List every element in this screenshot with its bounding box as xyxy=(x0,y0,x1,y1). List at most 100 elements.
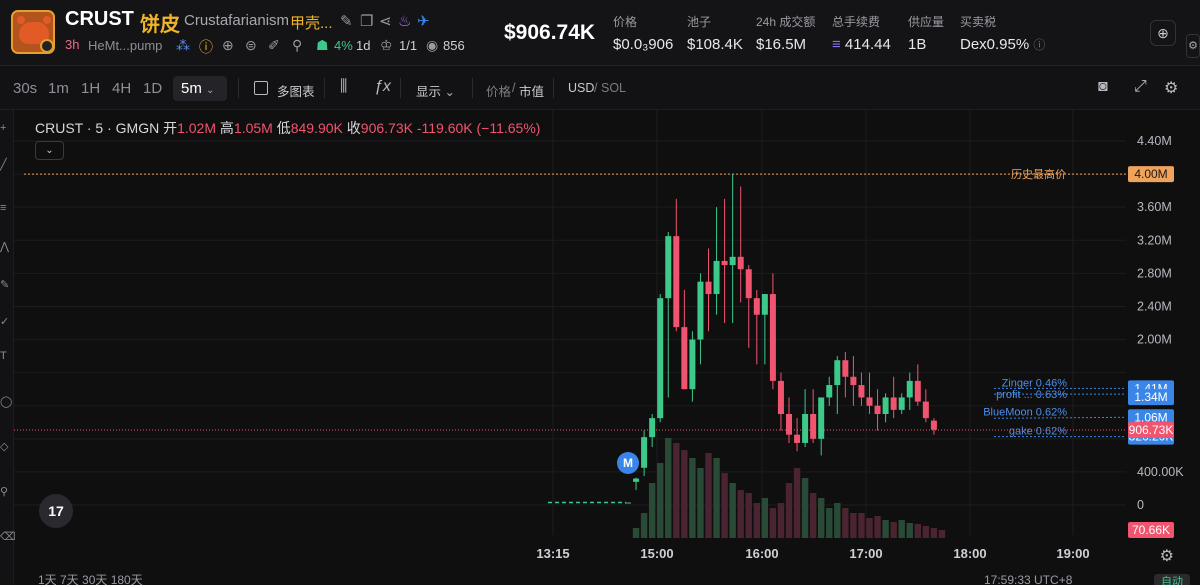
volume-bar xyxy=(834,503,841,538)
mcap-toggle[interactable]: 市值 xyxy=(519,85,545,99)
camera-icon[interactable]: ◙ xyxy=(1098,78,1108,95)
search-icon[interactable]: ⚲ xyxy=(292,37,303,53)
stat-label: 总手续费 xyxy=(832,15,881,29)
token-symbol: CRUST xyxy=(65,8,134,30)
fullscreen-icon[interactable]: ⤢ xyxy=(1134,78,1147,95)
candle-body xyxy=(633,478,640,482)
chevron-down-icon: ⌄ xyxy=(206,85,215,96)
chevron-down-icon: ⌄ xyxy=(444,85,455,99)
settings-button[interactable]: ⚙ xyxy=(1186,34,1200,58)
fib-icon[interactable]: ≡ xyxy=(0,202,7,214)
chart-settings-icon[interactable]: ⚙ xyxy=(1159,548,1174,565)
edit-icon[interactable]: ✎ xyxy=(340,13,353,30)
candle-body xyxy=(818,397,825,439)
indicators-icon[interactable]: ƒx xyxy=(374,78,391,95)
solana-icon: ≡ xyxy=(832,36,845,53)
twitter-icon[interactable]: ⊜ xyxy=(245,37,257,53)
volume-bar xyxy=(777,503,785,538)
flame-icon[interactable]: ♨ xyxy=(398,13,412,30)
stat-value: $16.5M xyxy=(756,36,807,53)
candle-type-icon[interactable]: ⫼ xyxy=(340,78,348,95)
candle-body xyxy=(802,414,809,443)
volume-bar xyxy=(898,520,905,538)
timeframe-4h[interactable]: 4H xyxy=(112,80,132,97)
telegram-icon[interactable]: ✈ xyxy=(417,13,430,30)
volume-bar xyxy=(922,526,930,538)
warning-icon[interactable]: ⓘ xyxy=(199,39,213,55)
currency-sol[interactable]: SOL xyxy=(601,81,627,95)
trendline-icon[interactable]: ╱ xyxy=(0,159,7,171)
timeframe-30s[interactable]: 30s xyxy=(13,80,38,97)
volume-bar xyxy=(769,508,777,538)
token-avatar[interactable] xyxy=(11,10,55,54)
price-toggle[interactable]: 价格 xyxy=(486,85,512,99)
candle-body xyxy=(850,376,857,386)
copy-icon[interactable]: ❐ xyxy=(360,13,374,30)
volume-bar xyxy=(705,453,712,538)
contract-address[interactable]: HeMt...pump xyxy=(88,38,163,53)
tradingview-logo[interactable]: 17 xyxy=(39,494,73,528)
candle-body xyxy=(697,281,704,340)
help-icon[interactable]: ⓘ xyxy=(1033,38,1046,52)
group-icon[interactable]: ⁂ xyxy=(176,37,190,53)
level-value: 1.34M xyxy=(1134,390,1167,404)
gear-icon[interactable]: ⚙ xyxy=(1164,80,1179,97)
volume-bar xyxy=(713,458,720,538)
legend-collapse-button[interactable]: ⌄ xyxy=(35,141,64,160)
crown-icon: ♔ xyxy=(380,37,393,53)
measure-icon[interactable]: ✓ xyxy=(0,316,10,328)
candle-body xyxy=(882,397,889,414)
stat-label: 池子 xyxy=(687,15,712,29)
timeframe-1d[interactable]: 1D xyxy=(143,80,163,97)
volume-bar xyxy=(818,498,825,538)
y-tick-label: 400.00K xyxy=(1137,465,1184,479)
volume-bar xyxy=(648,483,656,538)
auto-scale-button xyxy=(1154,574,1190,585)
volume-bar xyxy=(938,530,946,538)
zoom-icon[interactable]: ⚲ xyxy=(0,486,9,498)
volume-bar xyxy=(826,508,833,538)
display-dropdown[interactable]: 显示 ⌄ xyxy=(416,81,455,100)
timeframe-1h[interactable]: 1H xyxy=(81,80,101,97)
candle-body xyxy=(761,294,768,315)
timeframe-1m[interactable]: 1m xyxy=(48,80,69,97)
level-label: gake 0.62% xyxy=(1009,426,1067,438)
slash-divider: / xyxy=(512,81,516,95)
cursor-icon[interactable]: + xyxy=(0,122,7,134)
text-icon[interactable]: T xyxy=(0,350,7,362)
ath-label: 历史最高价 xyxy=(1011,167,1066,181)
trash-icon[interactable]: ⌫ xyxy=(0,531,16,543)
token-header: CRUST 饼皮 Crustafarianism 甲壳... ✎ ❐ ⋖ ♨ ✈… xyxy=(0,0,1200,66)
candle-body xyxy=(705,281,712,295)
volume-bar xyxy=(874,516,881,538)
globe-icon[interactable]: ⊕ xyxy=(222,37,234,53)
lock-icon[interactable]: ◇ xyxy=(0,441,9,453)
duration: 1d xyxy=(356,38,371,53)
candle-body xyxy=(930,420,937,430)
eye-icon: ◉ xyxy=(426,37,439,53)
level-value: 1.06M xyxy=(1134,410,1167,424)
add-watchlist-button[interactable]: ⊕ xyxy=(1150,20,1176,46)
level-label: profit ... 0.63% xyxy=(996,389,1067,401)
volume-bar xyxy=(850,513,857,538)
candle-body xyxy=(906,380,913,398)
candle-body xyxy=(890,397,897,410)
price-chart[interactable]: 4.40M 3.60M 3.20M 2.80M 2.40M 2.00M 400.00K 0 13… xyxy=(14,110,1200,585)
view-count: 856 xyxy=(443,38,465,53)
x-tick-label: 19:00 xyxy=(1056,546,1089,561)
currency-usd[interactable]: USD xyxy=(568,81,595,95)
multi-chart-checkbox[interactable] xyxy=(254,81,268,95)
auto-scale-label: 自动 xyxy=(1161,575,1183,585)
share-icon[interactable]: ⋖ xyxy=(379,13,392,30)
stat-value: $0.0₃906 xyxy=(613,36,674,53)
post-icon[interactable]: ✐ xyxy=(268,37,280,53)
magnet-icon[interactable]: ◯ xyxy=(0,396,13,408)
stat-label: 供应量 xyxy=(908,15,945,29)
divider xyxy=(324,78,325,98)
token-name: Crustafarianism xyxy=(184,12,290,29)
pattern-icon[interactable]: ⋀ xyxy=(0,241,10,253)
timeframe-dropdown[interactable]: 5m ⌄ xyxy=(173,76,227,101)
chart-canvas[interactable]: 4.40M 3.60M 3.20M 2.80M 2.40M 2.00M 400.00K 0 13… xyxy=(14,110,1200,585)
candle-body xyxy=(834,360,841,386)
brush-icon[interactable]: ✎ xyxy=(0,279,10,291)
